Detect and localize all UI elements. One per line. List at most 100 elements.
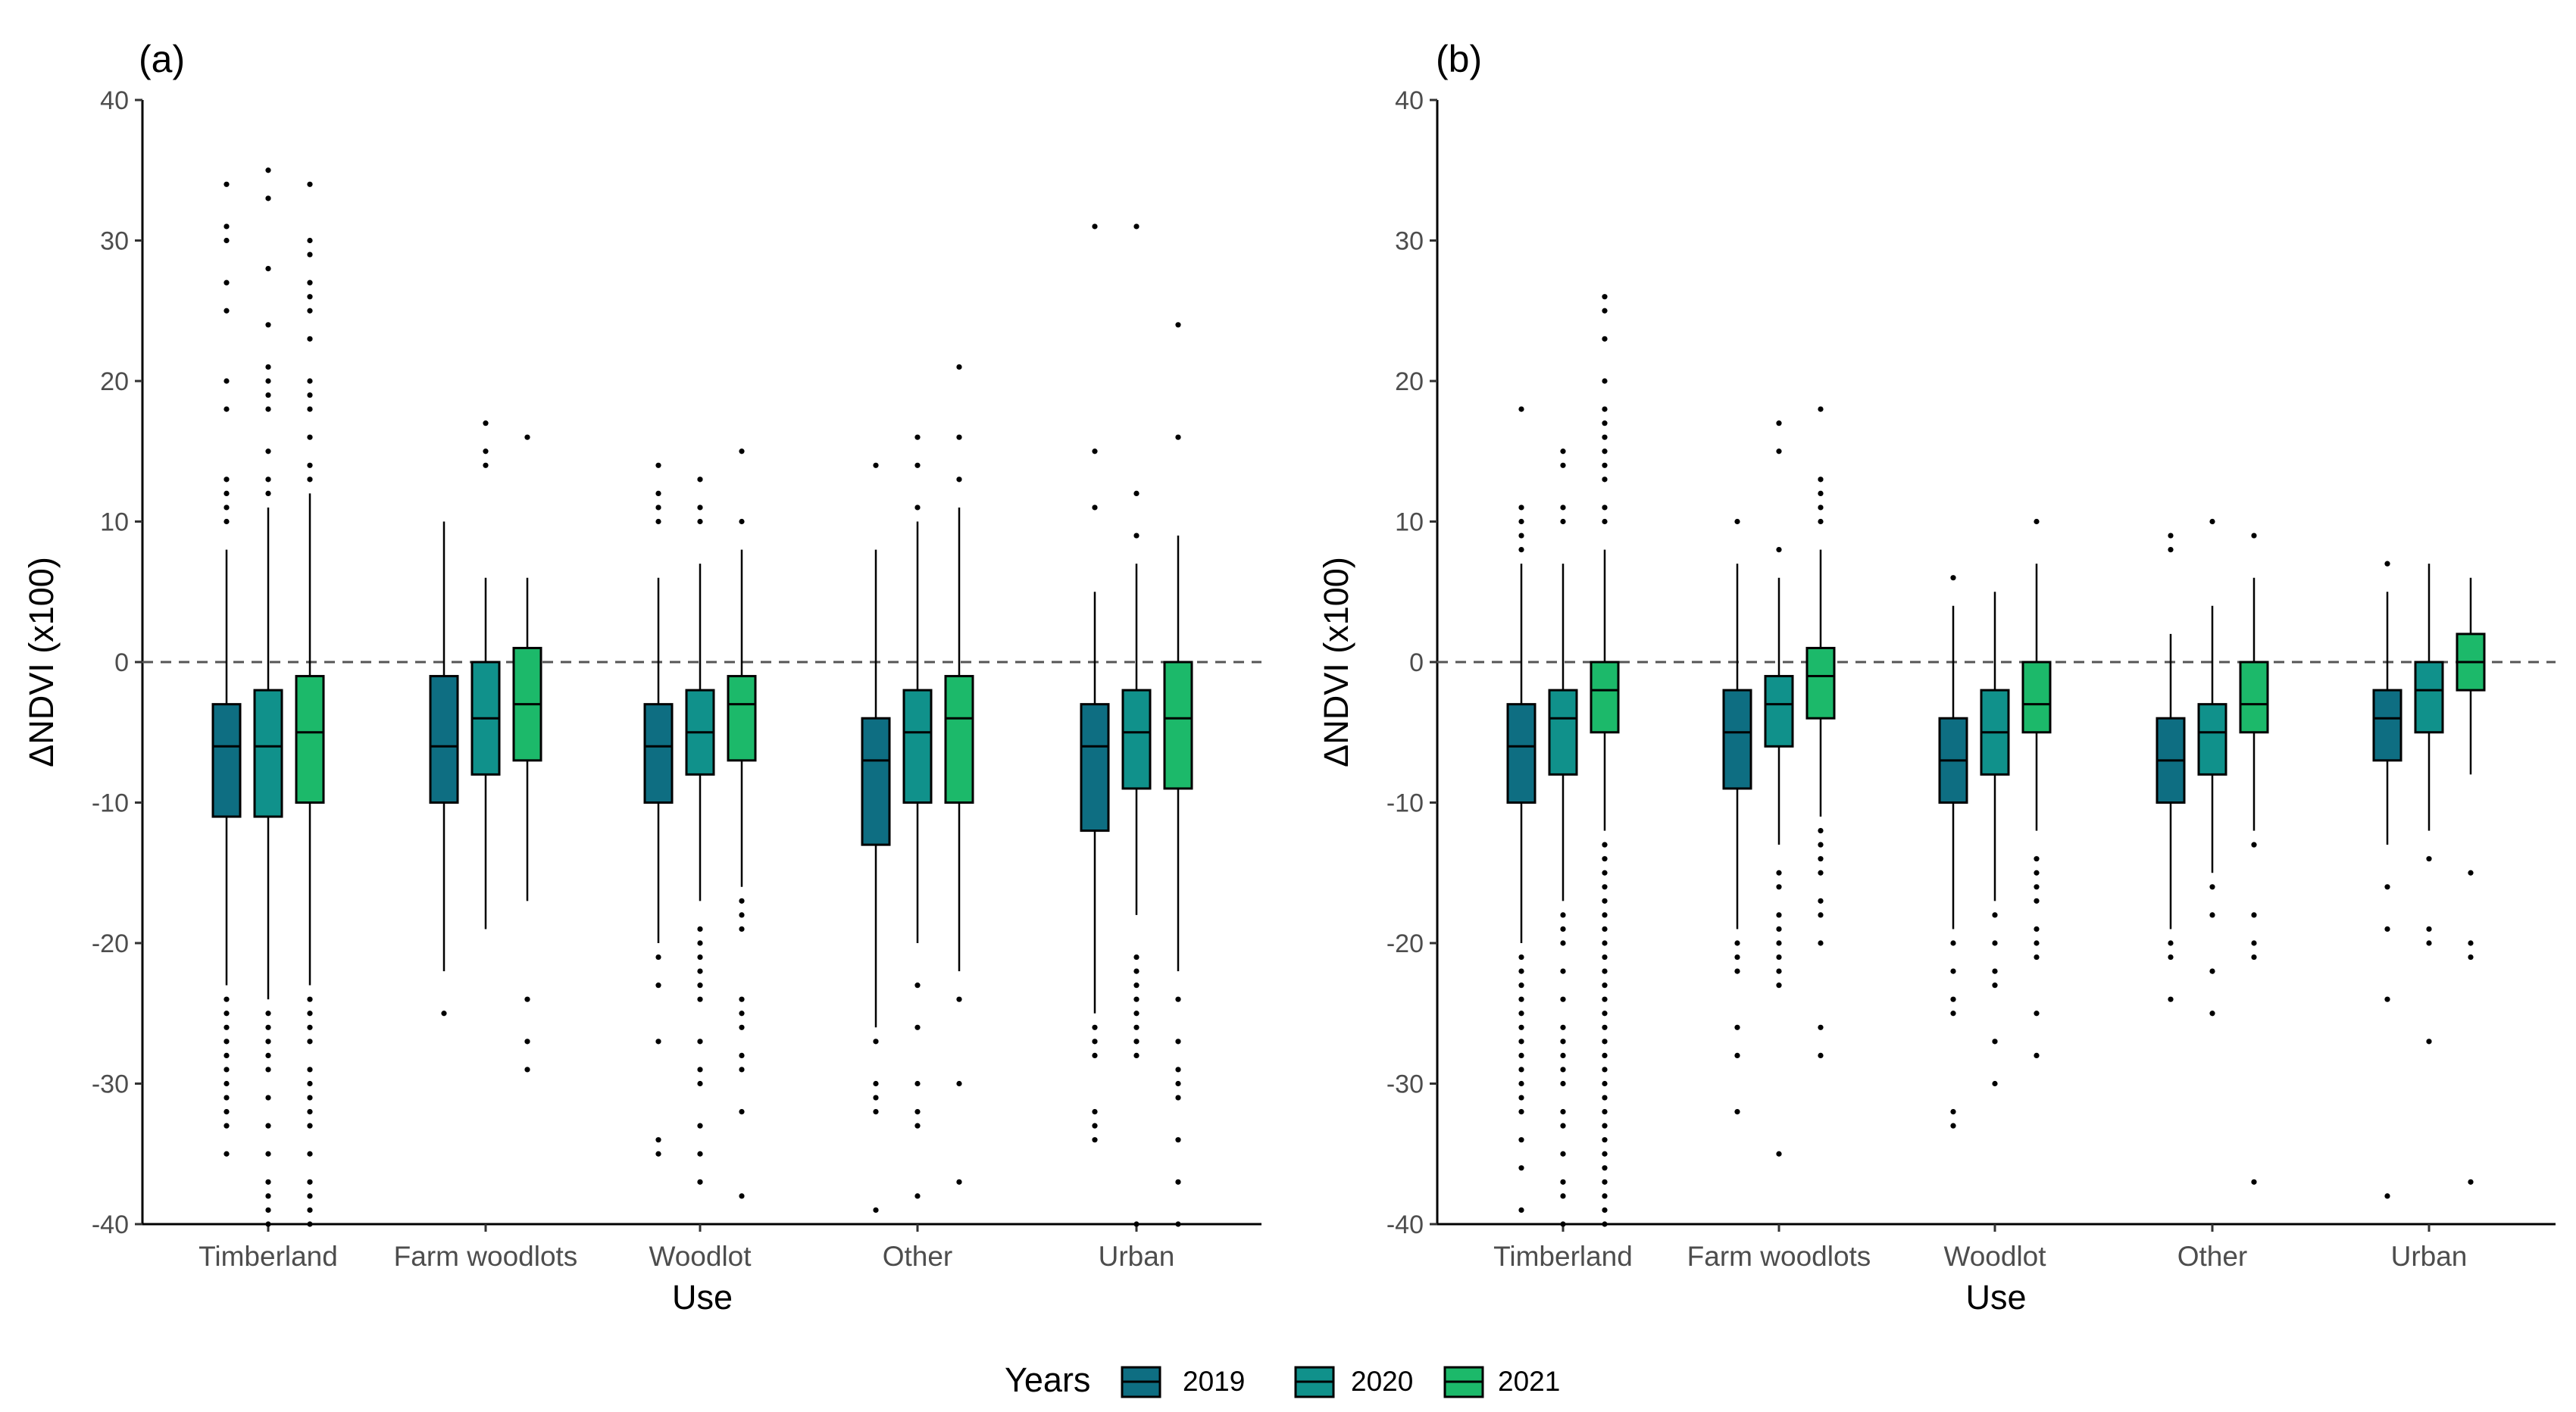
outlier-point bbox=[307, 378, 313, 384]
outlier-point bbox=[1518, 518, 1524, 525]
outlier-point bbox=[697, 1080, 703, 1087]
outlier-point bbox=[307, 1095, 313, 1101]
outlier-point bbox=[2251, 954, 2257, 961]
outlier-point bbox=[1950, 996, 1956, 1002]
outlier-point bbox=[224, 406, 230, 412]
box-2021-timberland bbox=[295, 181, 325, 1227]
outlier-point bbox=[307, 1193, 313, 1199]
x-tick-label: Farm woodlots bbox=[1687, 1241, 1871, 1272]
outlier-point bbox=[265, 1024, 271, 1030]
outlier-point bbox=[307, 294, 313, 300]
outlier-point bbox=[1602, 1137, 1608, 1143]
outlier-point bbox=[2251, 1179, 2257, 1185]
outlier-point bbox=[2034, 1011, 2040, 1017]
outlier-point bbox=[1518, 968, 1524, 974]
outlier-point bbox=[2468, 954, 2474, 961]
outlier-point bbox=[1092, 1024, 1098, 1030]
x-tick-label: Urban bbox=[1099, 1241, 1175, 1272]
outlier-point bbox=[2468, 870, 2474, 876]
y-tick-label: 10 bbox=[1395, 508, 1424, 537]
x-tick-label: Timberland bbox=[199, 1241, 338, 1272]
outlier-point bbox=[697, 968, 703, 974]
outlier-point bbox=[224, 996, 230, 1002]
box-2020-farm-woodlots bbox=[1764, 420, 1794, 1157]
box-iqr bbox=[1163, 661, 1193, 790]
outlier-point bbox=[1602, 940, 1608, 946]
box-iqr bbox=[1548, 689, 1578, 776]
outlier-point bbox=[1175, 1179, 1181, 1185]
outlier-point bbox=[1602, 518, 1608, 525]
box-2021-woodlot bbox=[727, 448, 757, 1199]
outlier-point bbox=[265, 195, 271, 201]
outlier-point bbox=[1602, 1221, 1608, 1227]
box-2020-other bbox=[902, 434, 933, 1199]
outlier-point bbox=[307, 434, 313, 440]
outlier-point bbox=[1092, 1052, 1098, 1058]
box-iqr bbox=[2021, 661, 2052, 734]
outlier-point bbox=[1992, 968, 1998, 974]
outlier-point bbox=[2034, 940, 2040, 946]
outlier-point bbox=[2034, 1052, 2040, 1058]
outlier-point bbox=[739, 518, 745, 525]
outlier-point bbox=[1734, 954, 1740, 961]
outlier-point bbox=[1602, 842, 1608, 848]
outlier-point bbox=[483, 462, 489, 468]
box-2019-urban bbox=[2372, 561, 2402, 1199]
outlier-point bbox=[1602, 462, 1608, 468]
outlier-point bbox=[307, 1109, 313, 1115]
outlier-point bbox=[1560, 996, 1566, 1002]
outlier-point bbox=[1950, 968, 1956, 974]
box-2020-farm-woodlots bbox=[470, 420, 501, 929]
outlier-point bbox=[224, 181, 230, 187]
outlier-point bbox=[1776, 940, 1782, 946]
box-iqr bbox=[2372, 689, 2402, 762]
y-tick-label: 10 bbox=[100, 508, 129, 537]
outlier-point bbox=[1092, 1039, 1098, 1045]
outlier-point bbox=[697, 505, 703, 511]
legend-label-2020: 2020 bbox=[1351, 1366, 1413, 1397]
outlier-point bbox=[265, 406, 271, 412]
outlier-point bbox=[2251, 940, 2257, 946]
outlier-point bbox=[307, 308, 313, 314]
outlier-point bbox=[224, 1052, 230, 1058]
outlier-point bbox=[224, 476, 230, 483]
legend: Years 2019 2020 2021 bbox=[1005, 1360, 1560, 1399]
outlier-point bbox=[307, 1080, 313, 1087]
outlier-point bbox=[265, 1039, 271, 1045]
outlier-point bbox=[1602, 1095, 1608, 1101]
outlier-point bbox=[224, 280, 230, 286]
box-2019-farm-woodlots bbox=[429, 521, 459, 1017]
outlier-point bbox=[1175, 434, 1181, 440]
outlier-point bbox=[655, 982, 661, 989]
outlier-point bbox=[1818, 1052, 1824, 1058]
outlier-point bbox=[873, 1095, 879, 1101]
outlier-point bbox=[1818, 842, 1824, 848]
outlier-point bbox=[1602, 1024, 1608, 1030]
outlier-point bbox=[2251, 842, 2257, 848]
outlier-point bbox=[1818, 490, 1824, 497]
outlier-point bbox=[914, 1123, 921, 1129]
outlier-point bbox=[1818, 518, 1824, 525]
box-2019-timberland bbox=[1506, 406, 1537, 1214]
x-tick-label: Timberland bbox=[1493, 1241, 1633, 1272]
outlier-point bbox=[2209, 884, 2215, 890]
box-2020-woodlot bbox=[1980, 592, 2010, 1087]
outlier-point bbox=[2209, 912, 2215, 918]
outlier-point bbox=[914, 1080, 921, 1087]
outlier-point bbox=[307, 1179, 313, 1185]
outlier-point bbox=[307, 392, 313, 398]
outlier-point bbox=[1602, 1207, 1608, 1214]
outlier-point bbox=[1734, 940, 1740, 946]
outlier-point bbox=[1133, 223, 1140, 230]
outlier-point bbox=[1175, 1095, 1181, 1101]
outlier-point bbox=[655, 1151, 661, 1157]
outlier-point bbox=[1602, 884, 1608, 890]
outlier-point bbox=[1950, 1011, 1956, 1017]
box-iqr bbox=[861, 717, 891, 846]
outlier-point bbox=[1950, 940, 1956, 946]
outlier-point bbox=[1602, 926, 1608, 932]
outlier-point bbox=[655, 518, 661, 525]
outlier-point bbox=[2209, 968, 2215, 974]
outlier-point bbox=[956, 1080, 962, 1087]
outlier-point bbox=[873, 1080, 879, 1087]
